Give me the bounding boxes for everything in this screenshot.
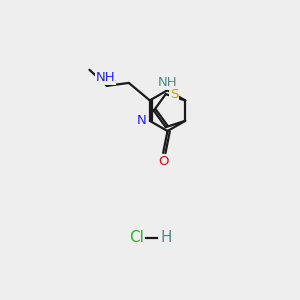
Text: S: S: [170, 88, 178, 100]
Text: N: N: [137, 114, 146, 127]
Text: N: N: [137, 114, 146, 127]
Text: O: O: [158, 154, 168, 168]
Text: Cl: Cl: [129, 230, 144, 245]
Text: NH: NH: [96, 70, 115, 84]
Text: NH: NH: [158, 76, 177, 88]
Text: H: H: [160, 230, 172, 245]
